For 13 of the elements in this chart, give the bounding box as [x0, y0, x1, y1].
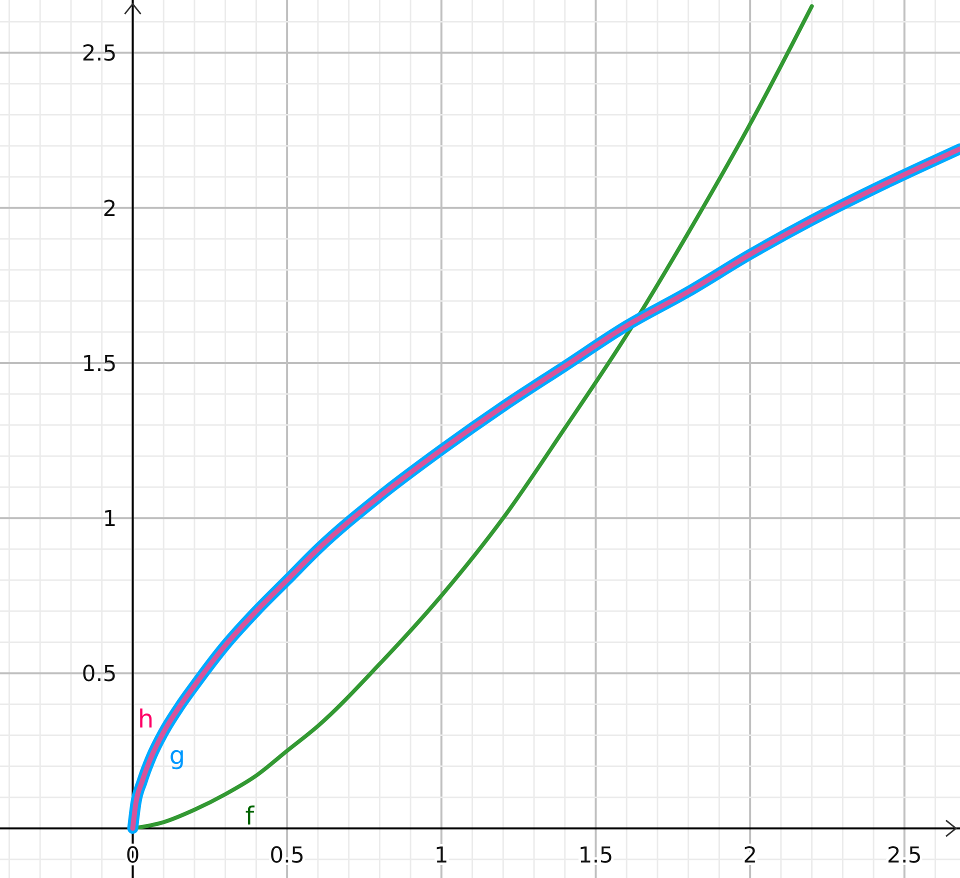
x-tick-label: 2.5 — [886, 843, 922, 868]
x-tick-label: 1 — [434, 843, 448, 868]
x-tick-label: 2 — [743, 843, 758, 868]
series-label: h — [138, 704, 154, 734]
x-tick-label: 0.5 — [270, 843, 305, 868]
series-label: f — [245, 802, 256, 831]
y-tick-label: 2.5 — [82, 42, 117, 67]
y-tick-label: 2 — [102, 196, 117, 222]
x-tick-label: 1.5 — [578, 843, 614, 868]
y-tick-label: 1.5 — [82, 352, 117, 377]
y-tick-label: 0.5 — [82, 662, 117, 688]
series-label: g — [169, 741, 186, 770]
y-tick-label: 1 — [102, 507, 117, 532]
